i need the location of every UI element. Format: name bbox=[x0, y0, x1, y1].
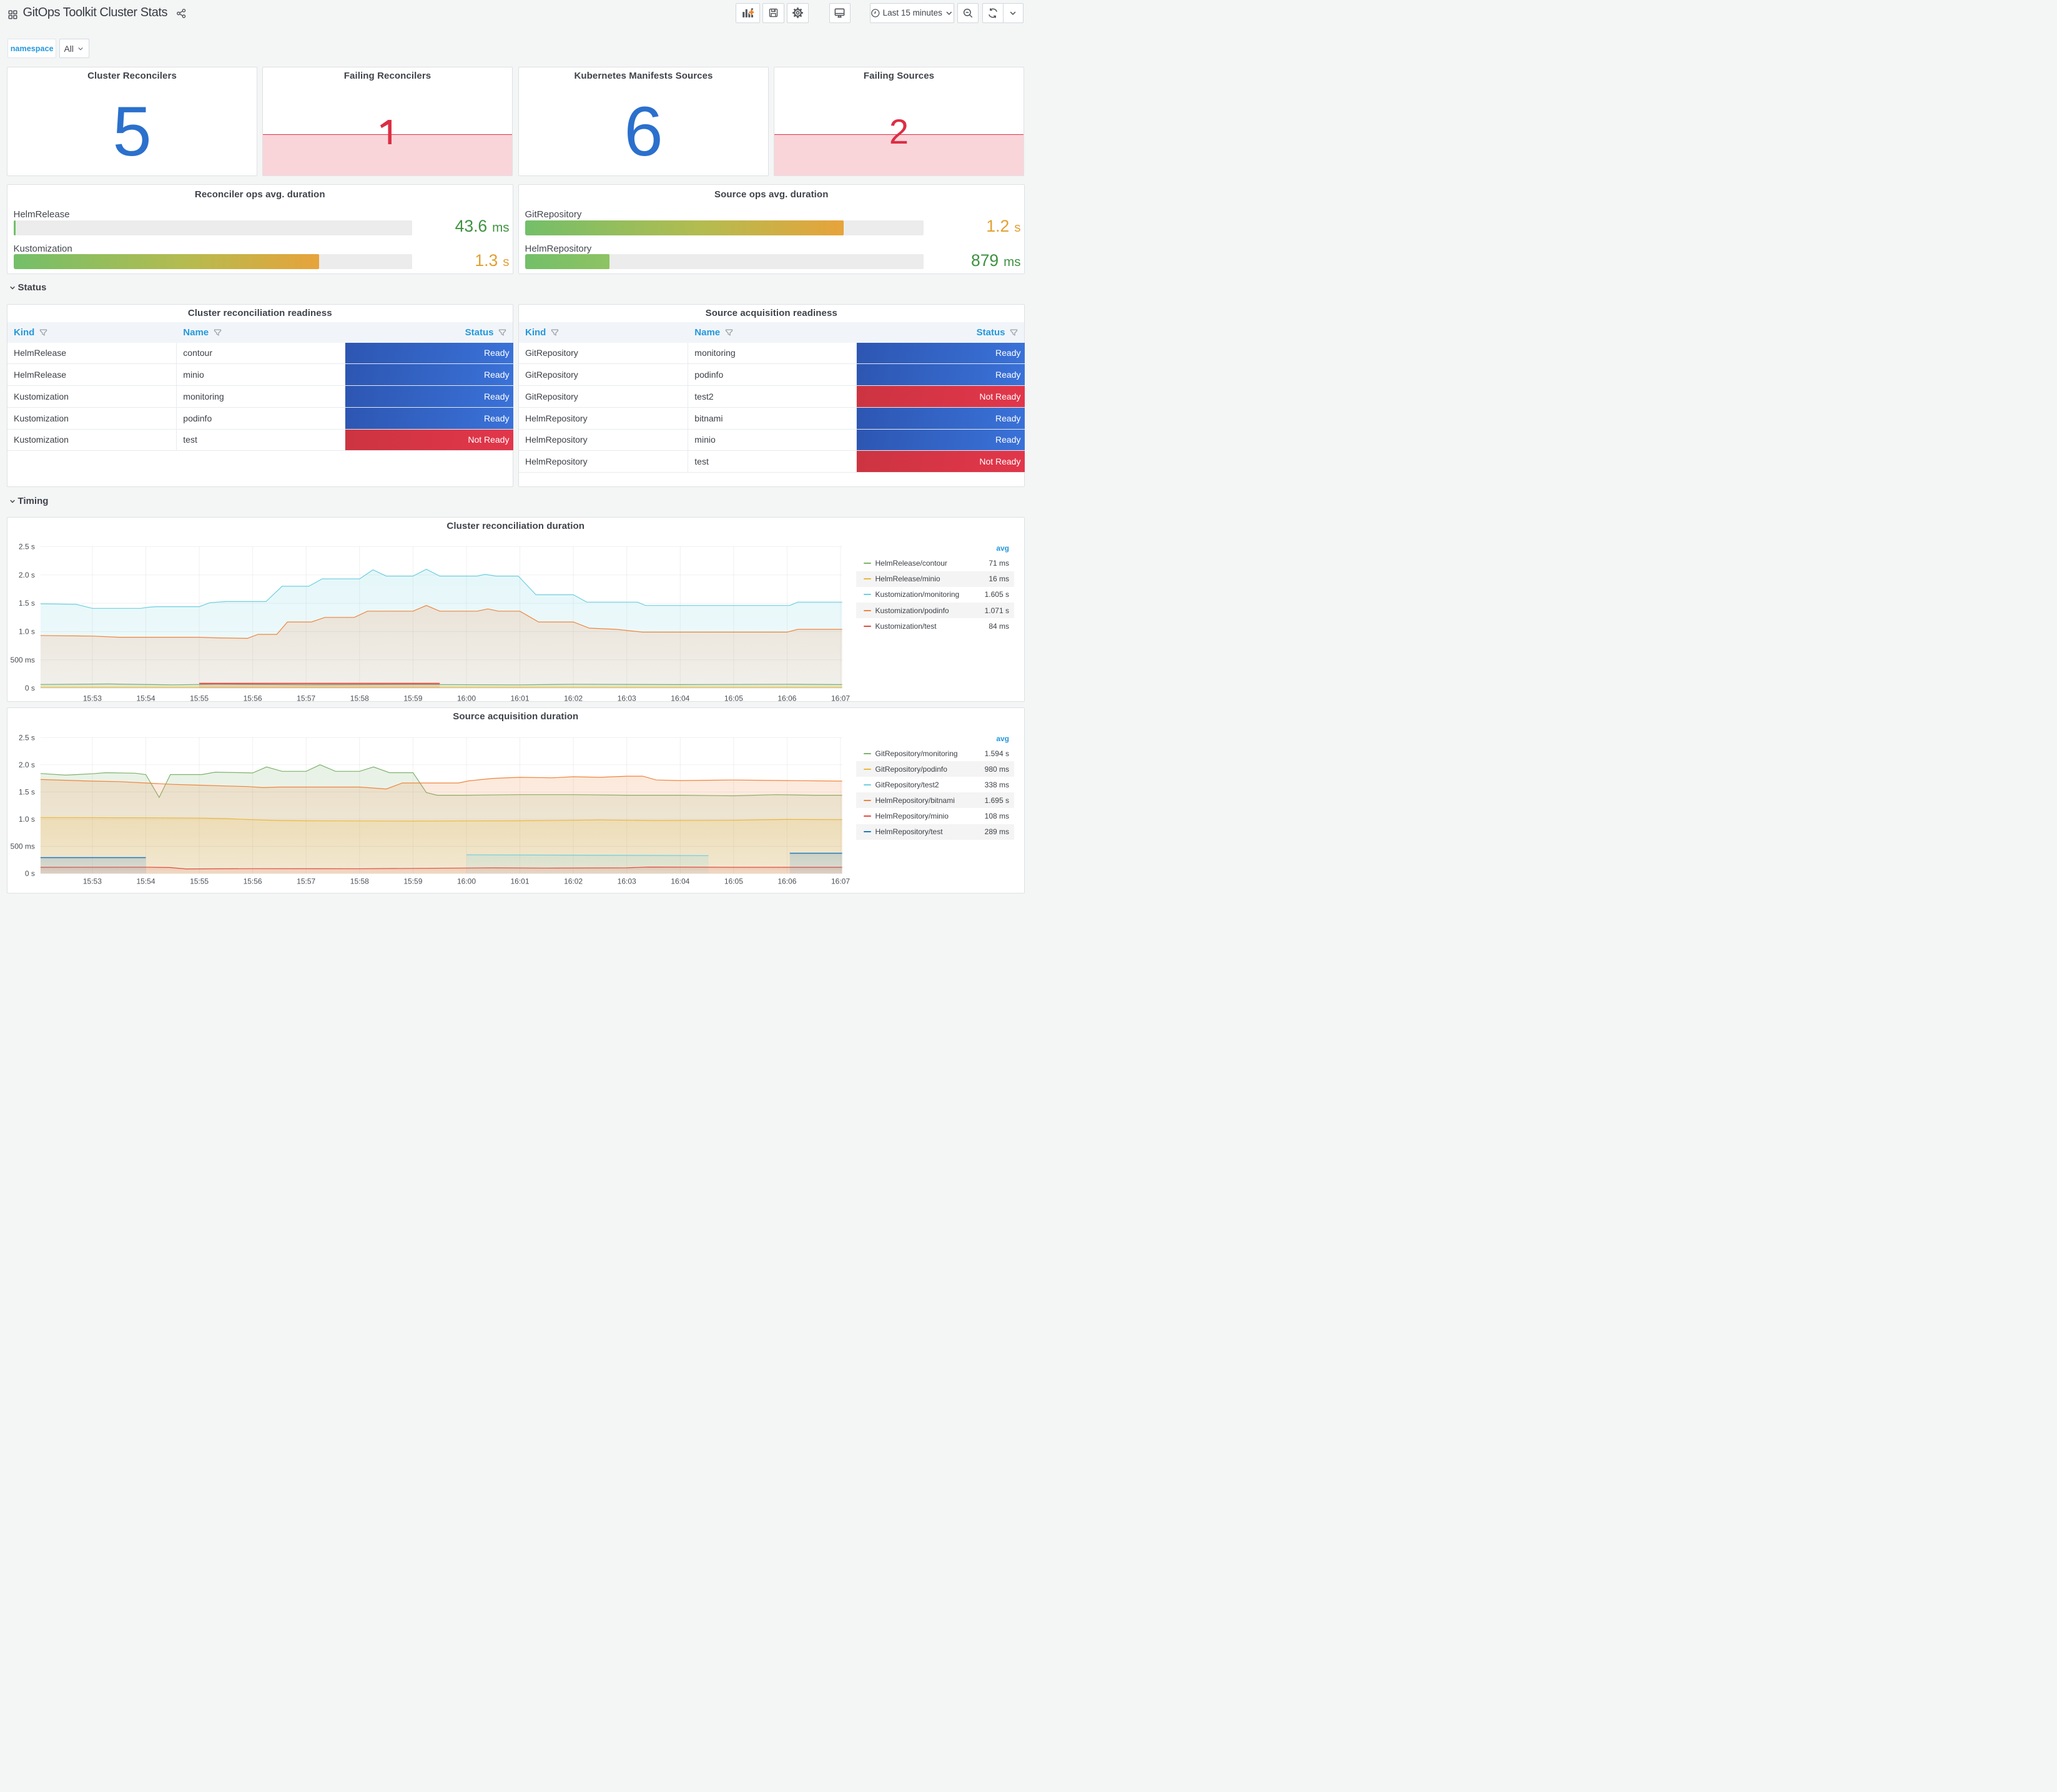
svg-text:0 s: 0 s bbox=[25, 684, 35, 692]
svg-text:500 ms: 500 ms bbox=[11, 656, 35, 664]
svg-text:2.0 s: 2.0 s bbox=[19, 571, 35, 579]
svg-text:16:05: 16:05 bbox=[724, 694, 743, 702]
svg-text:15:56: 15:56 bbox=[244, 694, 262, 702]
svg-text:500 ms: 500 ms bbox=[11, 842, 35, 850]
svg-text:1.0 s: 1.0 s bbox=[19, 628, 35, 636]
svg-text:15:58: 15:58 bbox=[350, 694, 369, 702]
svg-text:16:04: 16:04 bbox=[671, 877, 689, 885]
svg-text:16:06: 16:06 bbox=[777, 877, 796, 885]
svg-text:15:53: 15:53 bbox=[83, 694, 102, 702]
svg-text:1.5 s: 1.5 s bbox=[19, 787, 35, 796]
svg-text:16:07: 16:07 bbox=[831, 694, 850, 702]
svg-text:16:07: 16:07 bbox=[831, 877, 850, 885]
svg-text:16:04: 16:04 bbox=[671, 694, 689, 702]
svg-text:15:57: 15:57 bbox=[297, 694, 315, 702]
svg-text:16:01: 16:01 bbox=[510, 694, 529, 702]
svg-text:16:02: 16:02 bbox=[564, 877, 583, 885]
svg-text:16:00: 16:00 bbox=[457, 694, 476, 702]
svg-text:2.5 s: 2.5 s bbox=[19, 733, 35, 742]
svg-text:16:01: 16:01 bbox=[510, 877, 529, 885]
svg-text:15:59: 15:59 bbox=[403, 877, 422, 885]
svg-text:0 s: 0 s bbox=[25, 869, 35, 878]
svg-text:15:54: 15:54 bbox=[136, 877, 155, 885]
svg-text:2.5 s: 2.5 s bbox=[19, 542, 35, 551]
svg-text:16:02: 16:02 bbox=[564, 694, 583, 702]
svg-text:1.5 s: 1.5 s bbox=[19, 599, 35, 608]
svg-text:15:55: 15:55 bbox=[190, 877, 209, 885]
svg-text:16:03: 16:03 bbox=[618, 694, 636, 702]
svg-text:16:06: 16:06 bbox=[777, 694, 796, 702]
svg-text:15:56: 15:56 bbox=[244, 877, 262, 885]
svg-text:16:03: 16:03 bbox=[618, 877, 636, 885]
svg-text:1.0 s: 1.0 s bbox=[19, 814, 35, 823]
svg-text:15:55: 15:55 bbox=[190, 694, 209, 702]
svg-text:15:58: 15:58 bbox=[350, 877, 369, 885]
svg-text:15:54: 15:54 bbox=[136, 694, 155, 702]
svg-text:15:59: 15:59 bbox=[403, 694, 422, 702]
svg-text:15:53: 15:53 bbox=[83, 877, 102, 885]
svg-text:16:00: 16:00 bbox=[457, 877, 476, 885]
svg-text:2.0 s: 2.0 s bbox=[19, 760, 35, 769]
svg-text:16:05: 16:05 bbox=[724, 877, 743, 885]
svg-text:15:57: 15:57 bbox=[297, 877, 315, 885]
